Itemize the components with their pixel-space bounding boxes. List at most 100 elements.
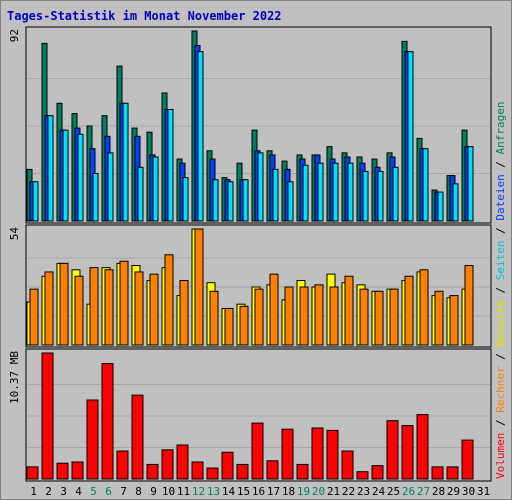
legend-rechner: Rechner (494, 366, 507, 413)
bar-seiten (152, 156, 159, 222)
bar-rechner (104, 269, 114, 346)
legend-separator: / (494, 280, 507, 300)
bar-volumen (386, 420, 399, 480)
bar-seiten (302, 164, 309, 222)
legend-dateien: Dateien (494, 174, 507, 220)
x-tick-label: 31 (477, 485, 490, 498)
x-tick-label: 4 (75, 485, 82, 498)
bar-seiten (467, 146, 474, 222)
bar-rechner (134, 271, 144, 346)
bar-volumen (116, 450, 129, 480)
bar-volumen (341, 450, 354, 480)
bar-seiten (452, 183, 459, 222)
bar-rechner (434, 290, 444, 346)
x-tick-label: 9 (150, 485, 157, 498)
bar-rechner (269, 273, 279, 346)
bar-volumen (296, 463, 309, 480)
x-tick-label: 13 (207, 485, 220, 498)
bar-volumen (191, 461, 204, 480)
bar-rechner (464, 265, 474, 346)
bar-volumen (251, 422, 264, 480)
bar-volumen (266, 460, 279, 480)
bar-rechner (59, 262, 69, 346)
bar-seiten (62, 129, 69, 222)
bar-volumen (206, 467, 219, 480)
x-tick-label: 25 (387, 485, 400, 498)
bar-seiten (272, 168, 279, 222)
bar-rechner (44, 271, 54, 346)
bar-volumen (281, 428, 294, 480)
bar-seiten (317, 162, 324, 222)
bar-seiten (227, 181, 234, 222)
x-tick-label: 21 (327, 485, 340, 498)
bar-rechner (149, 273, 159, 346)
bar-seiten (47, 115, 54, 222)
bar-seiten (92, 173, 99, 222)
bar-volumen (446, 466, 459, 480)
bar-rechner (359, 288, 369, 346)
bar-seiten (77, 133, 84, 222)
x-tick-label: 7 (120, 485, 127, 498)
bar-rechner (29, 288, 39, 346)
bar-rechner (179, 280, 189, 346)
x-tick-label: 8 (135, 485, 142, 498)
x-tick-label: 24 (372, 485, 386, 498)
bar-volumen (176, 444, 189, 480)
x-tick-label: 28 (432, 485, 445, 498)
bar-volumen (371, 465, 384, 480)
legend-seiten: Seiten (494, 241, 507, 281)
bar-rechner (389, 288, 399, 346)
bar-seiten (182, 177, 189, 222)
right-legend: Volumen / Rechner / Besuche / Seiten / D… (494, 101, 507, 479)
x-tick-label: 3 (60, 485, 67, 498)
legend-separator: / (494, 413, 507, 433)
bar-volumen (236, 463, 249, 480)
bar-seiten (257, 152, 264, 222)
y-max-label: 92 (8, 29, 21, 42)
legend-separator: / (494, 347, 507, 367)
bar-volumen (461, 439, 474, 480)
bar-volumen (431, 466, 444, 480)
legend-volumen: Volumen (494, 433, 507, 479)
x-tick-label: 16 (252, 485, 265, 498)
bar-rechner (299, 286, 309, 346)
x-tick-label: 22 (342, 485, 355, 498)
bar-volumen (326, 429, 339, 480)
bar-volumen (416, 414, 429, 480)
x-tick-label: 10 (162, 485, 175, 498)
bar-seiten (32, 181, 39, 222)
x-tick-label: 30 (462, 485, 475, 498)
legend-anfragen: Anfragen (494, 101, 507, 154)
x-tick-label: 18 (282, 485, 295, 498)
bar-volumen (221, 451, 234, 480)
bar-seiten (437, 191, 444, 222)
x-tick-label: 23 (357, 485, 370, 498)
bar-seiten (347, 162, 354, 222)
bar-volumen (311, 427, 324, 480)
bar-seiten (332, 162, 339, 222)
bar-volumen (401, 425, 414, 480)
x-tick-label: 1 (30, 485, 37, 498)
bar-volumen (56, 462, 69, 480)
bar-rechner (209, 290, 219, 346)
bar-volumen (26, 466, 39, 480)
bar-rechner (89, 267, 99, 346)
bar-seiten (242, 179, 249, 222)
chart-title: Tages-Statistik im Monat November 2022 (7, 9, 282, 23)
x-tick-label: 12 (192, 485, 205, 498)
bar-seiten (407, 51, 414, 222)
bar-rechner (224, 307, 234, 346)
bar-seiten (377, 170, 384, 222)
x-tick-label: 6 (105, 485, 112, 498)
x-tick-label: 15 (237, 485, 250, 498)
bar-rechner (329, 286, 339, 346)
x-tick-label: 14 (222, 485, 236, 498)
bar-rechner (374, 290, 384, 346)
bar-rechner (314, 284, 324, 346)
bar-volumen (146, 463, 159, 480)
bar-rechner (119, 260, 129, 346)
y-max-label: 54 (8, 227, 21, 241)
bar-seiten (287, 181, 294, 222)
